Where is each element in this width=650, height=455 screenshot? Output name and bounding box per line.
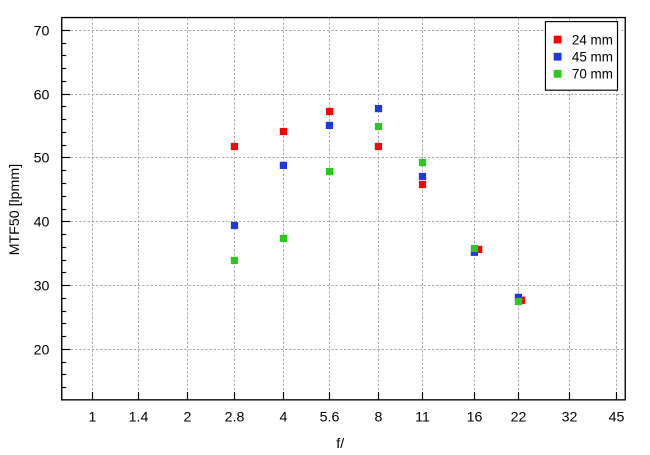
svg-text:16: 16 (467, 410, 483, 426)
svg-text:4: 4 (280, 410, 288, 426)
svg-text:45: 45 (609, 410, 625, 426)
svg-text:70: 70 (34, 24, 50, 40)
svg-text:2: 2 (184, 410, 192, 426)
svg-text:32: 32 (562, 410, 578, 426)
svg-text:1: 1 (89, 410, 97, 426)
svg-text:60: 60 (34, 88, 50, 104)
svg-text:8: 8 (375, 410, 383, 426)
svg-text:f/: f/ (336, 436, 344, 452)
svg-text:30: 30 (34, 279, 50, 295)
svg-text:11: 11 (415, 410, 430, 426)
svg-text:1.4: 1.4 (129, 410, 149, 426)
svg-text:5.6: 5.6 (320, 410, 340, 426)
svg-text:40: 40 (34, 215, 50, 231)
svg-text:MTF50 [lpmm]: MTF50 [lpmm] (7, 164, 23, 255)
svg-text:70 mm: 70 mm (572, 66, 613, 82)
svg-text:24 mm: 24 mm (572, 32, 613, 48)
svg-text:50: 50 (34, 151, 50, 167)
svg-text:20: 20 (34, 343, 50, 359)
svg-text:22: 22 (511, 410, 527, 426)
svg-text:45 mm: 45 mm (572, 49, 613, 65)
svg-text:2.8: 2.8 (225, 410, 245, 426)
